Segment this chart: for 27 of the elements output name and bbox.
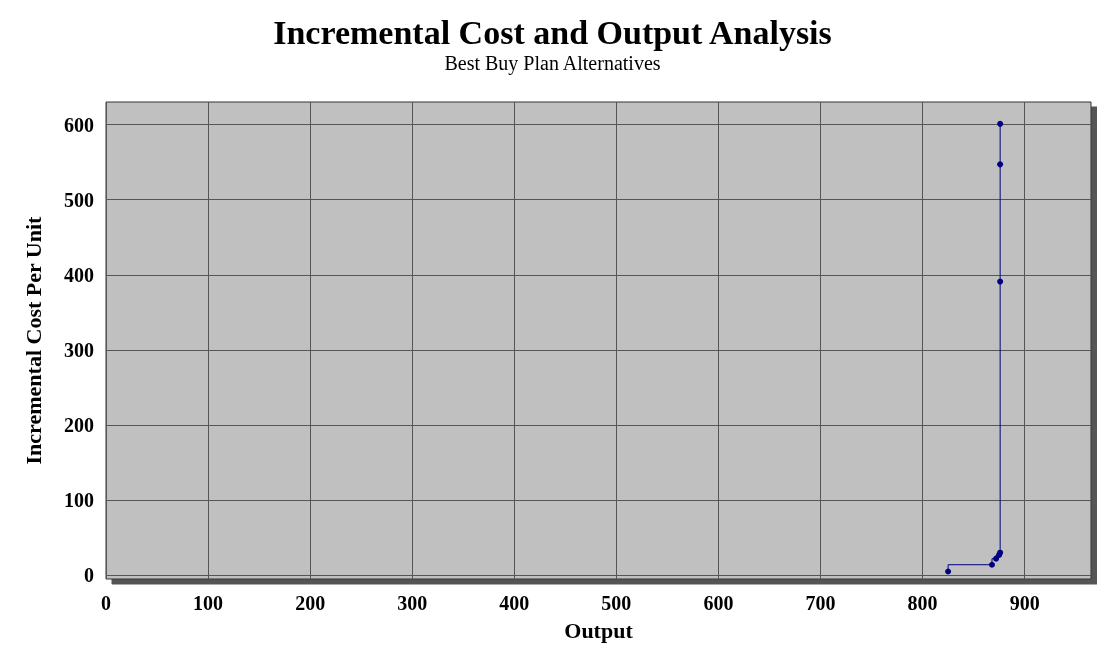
point	[945, 568, 952, 575]
chart-subtitle: Best Buy Plan Alternatives	[444, 52, 661, 75]
x-tick-label: 800	[907, 592, 938, 614]
y-tick-label: 100	[64, 489, 94, 512]
point	[993, 555, 1000, 562]
point	[997, 278, 1004, 285]
y-tick-label: 400	[64, 263, 94, 286]
y-axis-title: Incremental Cost Per Unit	[20, 215, 46, 465]
point	[997, 120, 1004, 127]
x-tick-label: 600	[703, 592, 734, 614]
x-tick-label: 700	[805, 592, 836, 614]
x-tick-label: 900	[1009, 592, 1040, 614]
y-tick-label: 500	[64, 188, 94, 211]
y-tick-label: 600	[64, 113, 94, 136]
x-tick-label: 200	[295, 592, 326, 614]
y-tick-label: 300	[64, 338, 94, 361]
chart-title: Incremental Cost and Output Analysis	[273, 13, 832, 51]
x-tick-label: 400	[499, 592, 530, 614]
x-tick-label: 300	[397, 592, 428, 614]
y-tick-label: 200	[64, 414, 94, 437]
point	[989, 561, 995, 568]
x-tick-label: 0	[101, 592, 111, 614]
x-tick-label: 500	[601, 592, 632, 614]
point	[997, 161, 1004, 168]
x-tick-label: 100	[193, 592, 224, 614]
y-tick-label: 0	[84, 564, 94, 587]
x-axis-title: Output	[564, 617, 634, 643]
